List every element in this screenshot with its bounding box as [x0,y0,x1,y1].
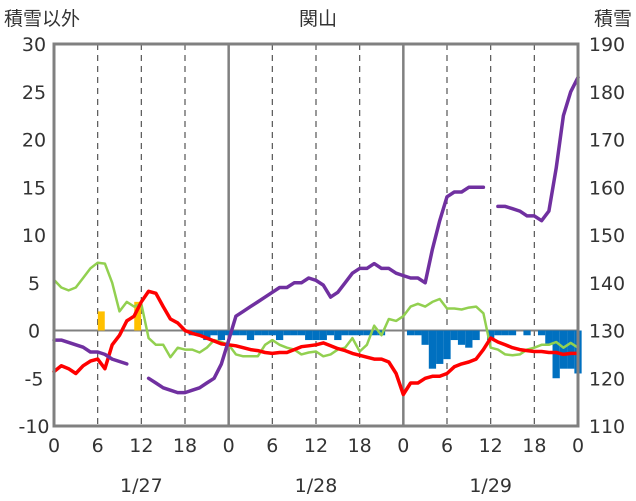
right-tick-label: 140 [589,273,625,295]
bars [97,301,582,379]
grid [54,44,578,426]
snow_change-bar [421,330,429,345]
temperature-line [52,289,580,397]
snow_change-bar [290,330,298,336]
lines [52,75,580,397]
x-tick-label: 18 [348,435,372,457]
snow_change-bar [334,330,342,341]
right-tick-label: 180 [589,82,625,104]
snow_change-bar [363,330,371,336]
snow_depth-line [496,75,580,223]
snow_change-bar [283,330,291,336]
snow_change-bar [465,330,473,348]
right-tick-label: 150 [589,225,625,247]
x-tick-label: 6 [92,435,104,457]
snow_change-bar [275,330,284,341]
snow_change-bar [552,330,560,379]
x-tick-label: 0 [397,435,409,457]
x-tick-label: 6 [441,435,453,457]
snow_change-bar [523,330,531,336]
right-tick-label: 170 [589,130,625,152]
labels: 積雪以外 関山 積雪 -10-5051015202530110120130140… [4,8,632,497]
snow_change-bar [457,330,466,345]
snow_change-bar [545,330,553,345]
x-tick-label: 12 [479,435,503,457]
left-tick-label: -10 [18,416,49,438]
left-tick-label: 10 [22,225,46,247]
snow_change-bar [370,330,378,336]
snow_change-bar [195,330,204,336]
snow_change-bar [508,330,517,336]
snow_change-bar [537,330,546,336]
right-tick-label: 190 [589,34,625,56]
snow_change-bar [567,330,575,369]
right-axis-title: 積雪 [594,8,632,30]
left-tick-label: 25 [22,82,46,104]
left-tick-label: -5 [25,368,44,390]
snow_change-bar [239,330,247,336]
day-label: 1/29 [469,475,512,497]
snow_change-bar [305,330,313,341]
snow_change-bar [494,330,502,336]
plot-frame [52,42,580,428]
snow_change-bar [348,330,357,336]
snow_change-bar [450,330,458,341]
right-tick-label: 120 [589,368,625,390]
precip-bar [134,301,142,331]
left-axis-title: 積雪以外 [4,8,80,30]
snow_depth-line [52,338,129,366]
snow_depth-line [146,185,486,395]
snow_change-bar [246,330,255,341]
snow_change-bar [326,330,335,336]
snow_change-bar [210,330,218,336]
snow_change-bar [297,330,306,336]
right-tick-label: 110 [589,416,625,438]
right-tick-label: 160 [589,177,625,199]
snow_change-bar [487,330,495,341]
snow_change-bar [261,330,269,336]
snow_change-bar [428,330,437,369]
x-tick-label: 6 [266,435,278,457]
frame [52,42,580,428]
left-tick-label: 30 [22,34,46,56]
chart-title: 関山 [299,8,337,30]
snow_change-bar [436,330,444,364]
snow_change-bar [559,330,568,369]
snow_change-bar [501,330,509,336]
snow_change-bar [406,330,415,336]
day-label: 1/27 [120,475,163,497]
x-tick-label: 18 [173,435,197,457]
x-tick-label: 12 [129,435,153,457]
x-tick-label: 0 [223,435,235,457]
right-tick-label: 130 [589,321,625,343]
snow_change-bar [319,330,327,341]
left-tick-label: 15 [22,177,46,199]
snow_change-bar [341,330,349,336]
snow_change-bar [443,330,451,360]
snow_change-bar [312,330,320,341]
left-tick-label: 0 [28,321,40,343]
snow_change-bar [254,330,262,336]
snow_change-bar [356,330,364,336]
x-tick-label: 0 [48,435,60,457]
snow_change-bar [268,330,276,336]
left-tick-label: 5 [28,273,40,295]
snow_change-bar [414,330,422,336]
day-label: 1/28 [295,475,338,497]
snow_change-bar [217,330,226,341]
precip-bar [97,311,105,331]
snow_change-bar [472,330,480,341]
left-tick-label: 20 [22,130,46,152]
snow_change-bar [225,330,233,336]
x-tick-label: 12 [304,435,328,457]
x-tick-label: 0 [572,435,584,457]
x-tick-label: 18 [522,435,546,457]
snow_change-bar [232,330,240,336]
snow_change-bar [203,330,211,341]
